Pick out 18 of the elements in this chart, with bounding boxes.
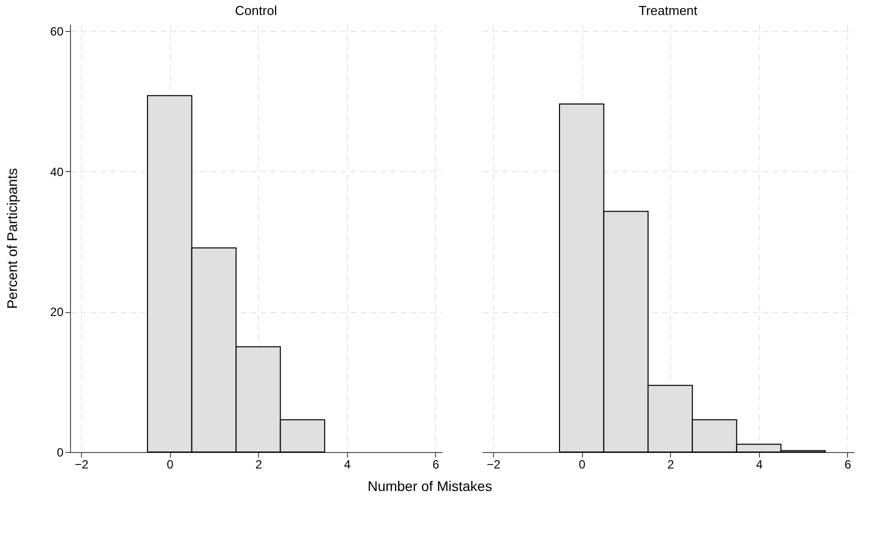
x-tick-label: 6 bbox=[432, 458, 440, 472]
x-axis-title: Number of Mistakes bbox=[368, 478, 492, 494]
x-tick-label: 6 bbox=[844, 458, 852, 472]
y-axis-title: Percent of Participants bbox=[4, 168, 20, 309]
y-tick-label: 60 bbox=[50, 24, 64, 39]
x-tick-label: 2 bbox=[255, 458, 262, 472]
x-tick-label: 2 bbox=[667, 458, 674, 472]
y-tick-label: 40 bbox=[50, 164, 64, 179]
x-tick-label: −2 bbox=[486, 458, 501, 472]
x-tick-label: 0 bbox=[578, 458, 586, 472]
x-tick-label: 0 bbox=[166, 458, 174, 472]
y-tick-label: 0 bbox=[56, 446, 64, 460]
y-tick-label: 20 bbox=[50, 305, 64, 320]
x-tick-label: 4 bbox=[756, 458, 763, 472]
x-tick-label: 4 bbox=[344, 458, 351, 472]
chart-title: Control bbox=[235, 3, 278, 18]
chart-title: Treatment bbox=[638, 3, 698, 18]
x-tick-label: −2 bbox=[74, 458, 89, 472]
